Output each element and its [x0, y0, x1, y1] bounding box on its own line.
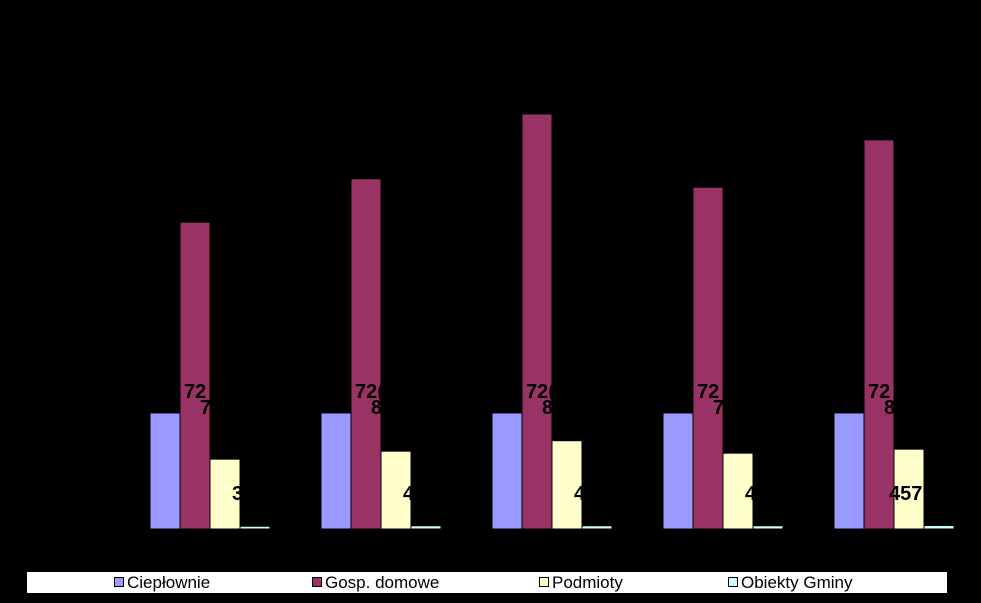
bar-gosp-domowe	[350, 178, 382, 530]
bar-podmioty	[380, 450, 412, 530]
bar-obiekty-gminy	[410, 525, 442, 530]
legend-item-podmioty: Podmioty	[539, 573, 623, 593]
legend-label: Ciepłownie	[127, 573, 211, 592]
legend: Ciepłownie Gosp. domowe Podmioty Obiekty…	[26, 571, 948, 594]
bar-ciep-ownie	[320, 412, 352, 530]
data-label: 4	[745, 483, 757, 505]
bar-podmioty	[551, 440, 583, 530]
legend-label: Gosp. domowe	[325, 573, 440, 592]
legend-swatch	[312, 577, 322, 588]
data-label: 4	[403, 483, 415, 505]
legend-swatch	[114, 577, 124, 588]
bar-gosp-domowe	[521, 113, 553, 530]
bar-gosp-domowe	[179, 221, 211, 530]
bar-obiekty-gminy	[581, 525, 613, 530]
legend-item-cieplownie: Ciepłownie	[114, 573, 210, 593]
data-label: 8	[371, 397, 382, 419]
data-label: 7	[713, 397, 724, 419]
bar-obiekty-gminy	[923, 525, 955, 530]
data-label: 457	[889, 483, 922, 505]
bar-ciep-ownie	[491, 412, 523, 530]
bar-gosp-domowe	[692, 186, 724, 530]
data-label: 4	[574, 483, 586, 505]
data-label: 72	[697, 381, 719, 403]
legend-label: Obiekty Gminy	[741, 573, 853, 592]
data-label: 72(	[526, 381, 555, 403]
legend-item-gosp-domowe: Gosp. domowe	[312, 573, 439, 593]
legend-label: Podmioty	[552, 573, 623, 592]
bar-obiekty-gminy	[239, 525, 271, 530]
legend-swatch	[539, 577, 549, 588]
bar-ciep-ownie	[662, 412, 694, 530]
bar-obiekty-gminy	[752, 525, 784, 530]
legend-item-obiekty-gminy: Obiekty Gminy	[728, 573, 852, 593]
bar-podmioty	[722, 452, 754, 530]
bar-ciep-ownie	[149, 412, 181, 530]
data-label: 72(	[355, 381, 384, 403]
bar-podmioty	[209, 458, 241, 530]
data-label: 72	[868, 381, 890, 403]
bar-ciep-ownie	[833, 412, 865, 530]
data-label: 3	[232, 483, 243, 505]
data-label: 8	[542, 397, 553, 419]
data-label: 7	[200, 397, 211, 419]
data-label: 8	[884, 397, 895, 419]
data-label: 72	[184, 381, 206, 403]
legend-swatch	[728, 577, 738, 588]
bar-gosp-domowe	[863, 139, 895, 530]
bar-podmioty	[893, 448, 925, 530]
